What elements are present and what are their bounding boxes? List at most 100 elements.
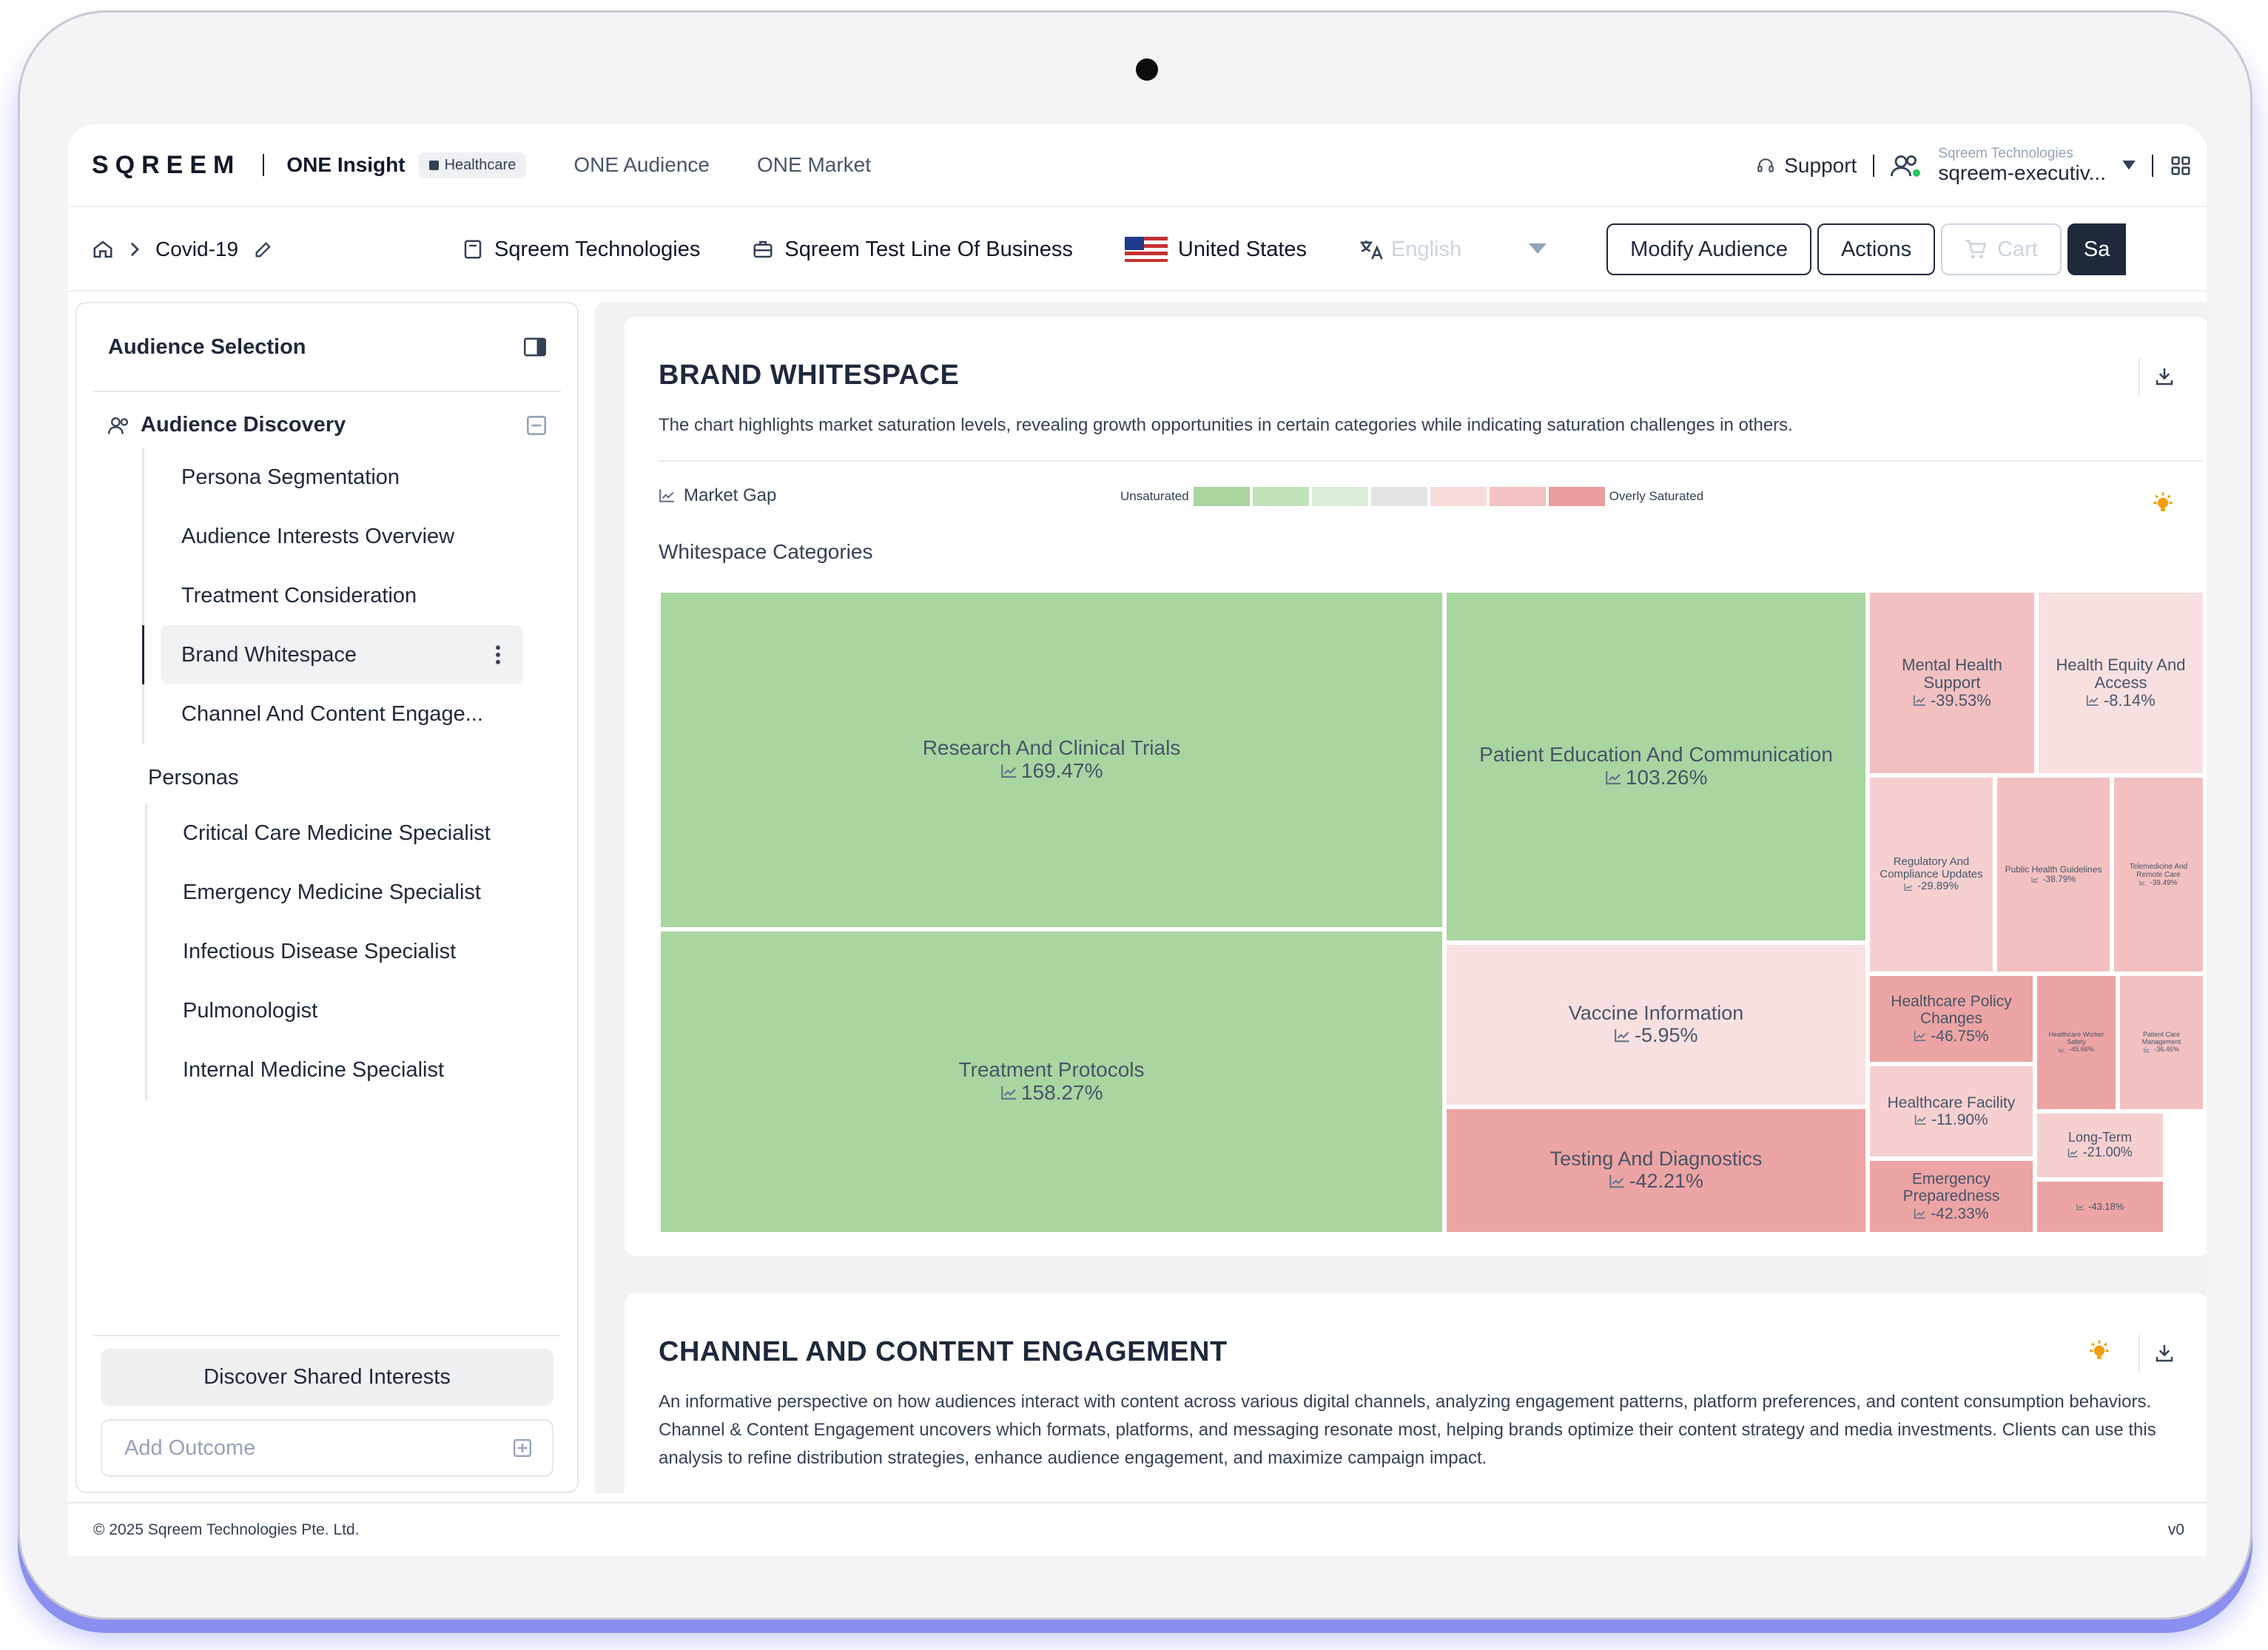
cart-button[interactable]: Cart	[1941, 223, 2062, 275]
treemap-tile[interactable]: Patient Care Management -36.46%	[2118, 974, 2205, 1111]
treemap-tile[interactable]: Treatment Protocols 158.27%	[659, 929, 1444, 1234]
tile-value-text: -29.89%	[1917, 880, 1959, 893]
treemap-tile[interactable]: Healthcare Worker Safety -45.66%	[2035, 974, 2118, 1111]
language-selector[interactable]: English	[1359, 238, 1547, 262]
tile-value-text: -5.95%	[1635, 1024, 1698, 1046]
treemap-tile[interactable]: Healthcare Facility -11.90%	[1868, 1064, 2035, 1159]
tile-label: Healthcare Worker Safety	[2048, 1031, 2104, 1046]
treemap-tile[interactable]: -43.18%	[2035, 1179, 2165, 1234]
add-icon[interactable]	[514, 1439, 531, 1457]
treemap-tile[interactable]: Regulatory And Compliance Updates -29.89%	[1868, 775, 1995, 974]
sidebar-item-brand-whitespace[interactable]: Brand Whitespace	[142, 625, 523, 684]
treemap-tile[interactable]: Telemedicine And Remote Care -39.49%	[2112, 775, 2205, 974]
persona-item[interactable]: Pulmonologist	[183, 998, 318, 1023]
account-menu[interactable]: Sqreem Technologies sqreem-executiv...	[1938, 146, 2106, 185]
treemap-tile[interactable]: Health Equity And Access -8.14%	[2036, 590, 2205, 775]
tile-label: Healthcare Policy Changes	[1891, 993, 2012, 1028]
logo[interactable]: SQREEM	[92, 150, 241, 179]
tile-value: -36.46%	[2144, 1045, 2179, 1054]
treemap-tile[interactable]: Research And Clinical Trials 169.47%	[659, 590, 1444, 929]
breadcrumb-audience[interactable]: Covid-19	[155, 238, 239, 260]
actions-button[interactable]: Actions	[1817, 223, 1936, 275]
treemap-tile[interactable]: Healthcare Policy Changes -46.75%	[1868, 974, 2035, 1064]
tile-label: Telemedicine And Remote Care	[2129, 862, 2188, 879]
language-label: English	[1391, 237, 1462, 261]
treemap-tile[interactable]: Testing And Diagnostics -42.21%	[1444, 1107, 1868, 1234]
treemap-tile[interactable]: Mental Health Support -39.53%	[1868, 590, 2036, 775]
chart-icon	[2031, 876, 2038, 883]
insight-button[interactable]	[2087, 1339, 2112, 1364]
chart-icon	[1914, 696, 1925, 707]
country-selector[interactable]: United States	[1124, 237, 1307, 262]
discovery-tree: Persona Segmentation Audience Interests …	[142, 448, 577, 744]
collapse-panel-icon[interactable]	[524, 337, 546, 357]
persona-item[interactable]: Emergency Medicine Specialist	[183, 880, 481, 904]
divider	[263, 154, 265, 176]
tile-label: Research And Clinical Trials	[922, 736, 1181, 760]
sidebar-item-treatment-consideration[interactable]: Treatment Consideration	[181, 583, 417, 607]
metric-selector[interactable]: Market Gap	[659, 485, 776, 506]
persona-item[interactable]: Internal Medicine Specialist	[183, 1057, 445, 1082]
app-screen: SQREEM ONE Insight Healthcare ONE Audien…	[68, 124, 2207, 1556]
treemap-tile[interactable]: Public Health Guidelines -38.79%	[1995, 775, 2112, 974]
translate-icon	[1360, 240, 1383, 260]
persona-item[interactable]: Infectious Disease Specialist	[183, 939, 457, 963]
modify-audience-button[interactable]: Modify Audience	[1606, 223, 1811, 275]
discover-shared-interests-button[interactable]: Discover Shared Interests	[101, 1348, 553, 1406]
chart-icon	[1615, 1029, 1629, 1043]
more-vertical-icon[interactable]	[495, 645, 501, 664]
treemap-tile[interactable]: Patient Education And Communication 103.2…	[1444, 590, 1868, 943]
edit-icon[interactable]	[253, 239, 274, 260]
headset-icon	[1757, 158, 1774, 172]
treemap-tile[interactable]: Long-Term -21.00%	[2035, 1111, 2165, 1179]
tile-value-text: -46.75%	[1931, 1027, 1989, 1045]
tile-label: Long-Term	[2067, 1130, 2133, 1145]
apps-grid-icon[interactable]	[2170, 155, 2192, 177]
audience-discovery-section[interactable]: Audience Discovery	[108, 413, 546, 437]
sidebar-item-channel-content[interactable]: Channel And Content Engage...	[181, 701, 483, 726]
camera-dot	[1136, 58, 1158, 81]
tile-value: -46.75%	[1914, 1027, 1989, 1045]
page-footer: © 2025 Sqreem Technologies Pte. Ltd. v0	[68, 1502, 2207, 1556]
chart-icon	[1904, 883, 1913, 891]
nav-one-market[interactable]: ONE Market	[756, 153, 872, 176]
tile-value-text: 158.27%	[1020, 1081, 1103, 1104]
tile-label: Regulatory And Compliance Updates	[1880, 855, 1983, 880]
download-button[interactable]	[2139, 358, 2176, 395]
brand-whitespace-card: BRAND WHITESPACE The chart highlights ma…	[625, 317, 2207, 1256]
nav-one-audience[interactable]: ONE Audience	[573, 153, 710, 176]
badge-label: Healthcare	[444, 156, 516, 173]
legend-swatches	[1193, 487, 1605, 506]
save-button[interactable]: Sa	[2067, 223, 2127, 275]
tile-value: 103.26%	[1605, 766, 1707, 789]
users-icon	[108, 417, 129, 434]
add-outcome-field[interactable]: Add Outcome	[101, 1419, 553, 1477]
business-line-selector[interactable]: Sqreem Test Line Of Business	[752, 238, 1073, 262]
chart-icon	[2144, 1047, 2150, 1053]
home-icon[interactable]	[92, 238, 114, 260]
chart-icon	[2087, 696, 2099, 707]
tile-value-text: -42.33%	[1931, 1205, 1989, 1222]
tile-value-text: -8.14%	[2103, 691, 2156, 710]
support-link[interactable]: Support	[1756, 154, 1857, 178]
chevron-down-icon[interactable]	[2122, 161, 2136, 171]
download-button[interactable]	[2139, 1335, 2176, 1372]
cart-label: Cart	[1997, 237, 2038, 261]
treemap-tile[interactable]: Emergency Preparedness -42.33%	[1868, 1159, 2035, 1234]
treemap-tile[interactable]: Vaccine Information -5.95%	[1444, 943, 1868, 1107]
sidebar-item-persona-segmentation[interactable]: Persona Segmentation	[181, 465, 400, 489]
tile-label: Public Health Guidelines	[2005, 863, 2102, 875]
categories-label: Whitespace Categories	[659, 540, 873, 563]
nav-one-insight[interactable]: ONE Insight	[286, 153, 406, 176]
tile-value-text: -11.90%	[1931, 1111, 1988, 1128]
legend-swatch	[1370, 487, 1427, 506]
collapse-icon[interactable]	[527, 415, 546, 435]
company-selector[interactable]: Sqreem Technologies	[462, 238, 700, 262]
legend-swatch	[1311, 487, 1368, 506]
tile-value: 158.27%	[1000, 1081, 1103, 1105]
users-icon	[1891, 155, 1921, 177]
insight-button[interactable]	[2150, 491, 2176, 516]
sidebar-item-audience-interests[interactable]: Audience Interests Overview	[181, 524, 455, 548]
chart-icon	[2068, 1148, 2078, 1157]
persona-item[interactable]: Critical Care Medicine Specialist	[183, 821, 491, 845]
